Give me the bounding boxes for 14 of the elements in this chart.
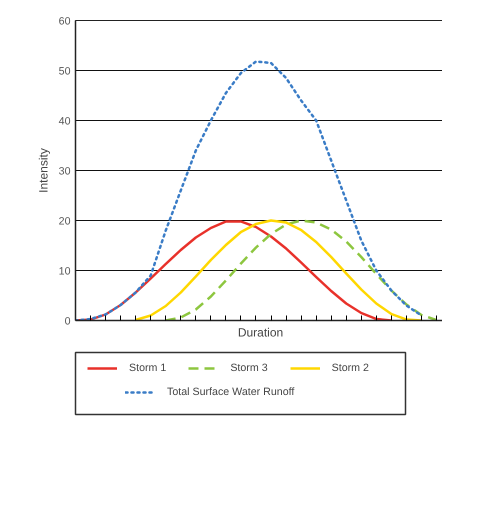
legend-label: Storm 3 — [230, 362, 268, 374]
y-axis-title: Intensity — [36, 148, 51, 193]
y-tick-label: 10 — [58, 266, 71, 278]
y-tick-label: 40 — [58, 116, 71, 128]
legend-label: Storm 1 — [129, 362, 166, 374]
line-series — [76, 60, 423, 320]
y-tick-label: 20 — [58, 216, 71, 228]
x-axis-title: Duration — [238, 326, 284, 340]
y-tick-label: 0 — [64, 316, 71, 328]
y-tick-label: 60 — [58, 16, 71, 28]
y-tick-label: 50 — [58, 66, 71, 78]
legend-label: Total Surface Water Runoff — [167, 386, 294, 398]
legend-label: Storm 2 — [332, 362, 369, 374]
y-tick-label: 30 — [58, 166, 71, 178]
